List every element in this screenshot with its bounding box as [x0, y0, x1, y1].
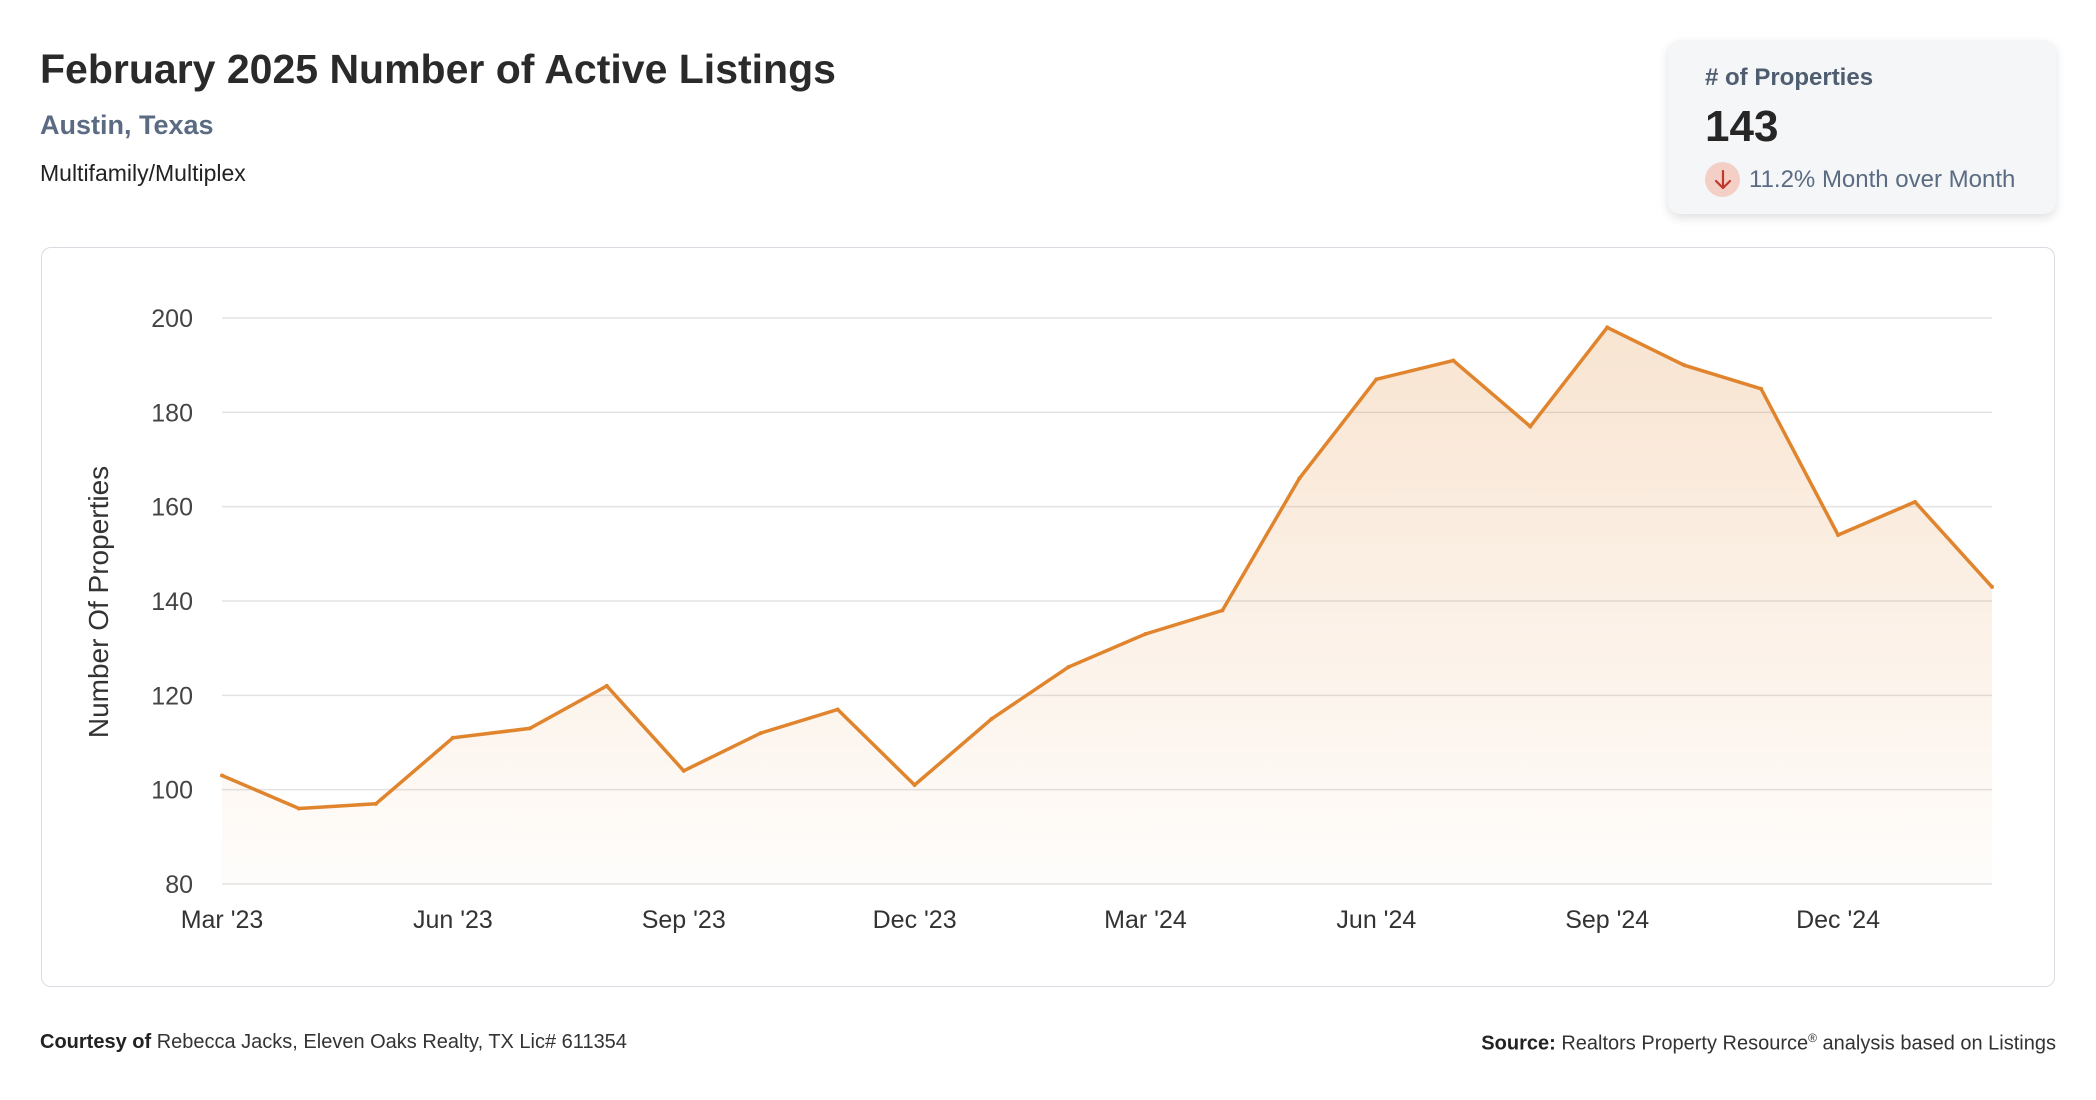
kpi-change-text: 11.2% Month over Month [1749, 165, 2016, 193]
data-point-dec-23[interactable] [912, 782, 917, 787]
data-point-may-24[interactable] [1297, 476, 1302, 481]
y-tick-label: 140 [151, 588, 193, 616]
page-title: February 2025 Number of Active Listings [40, 46, 836, 92]
y-tick-label: 180 [151, 399, 193, 427]
x-tick-label: Jun '24 [1336, 906, 1416, 934]
data-point-jun-24[interactable] [1374, 377, 1379, 382]
data-point-mar-23[interactable] [220, 773, 224, 778]
area-fill [222, 327, 1992, 884]
data-point-sep-23[interactable] [681, 768, 686, 773]
data-point-feb-25[interactable] [1990, 584, 1994, 589]
data-point-oct-23[interactable] [758, 731, 763, 736]
data-point-apr-23[interactable] [296, 806, 301, 811]
x-tick-label: Sep '23 [642, 906, 726, 934]
data-point-jan-24[interactable] [989, 716, 994, 721]
data-point-aug-23[interactable] [604, 683, 609, 688]
property-type: Multifamily/Multiplex [40, 160, 246, 186]
data-point-jul-23[interactable] [527, 726, 532, 731]
source-text: Realtors Property Resource [1561, 1032, 1809, 1055]
x-tick-label: Jun '23 [413, 906, 493, 934]
y-tick-label: 120 [151, 682, 193, 710]
data-point-nov-23[interactable] [835, 707, 840, 712]
kpi-change: 11.2% Month over Month [1705, 162, 2015, 197]
source-footer: Source: Realtors Property Resource® anal… [1481, 1031, 2056, 1056]
y-tick-label: 200 [151, 305, 193, 333]
y-axis-label: Number Of Properties [83, 466, 114, 738]
data-point-jul-24[interactable] [1451, 358, 1456, 363]
x-tick-label: Dec '24 [1796, 906, 1880, 934]
data-point-mar-24[interactable] [1143, 632, 1148, 637]
chart-container [41, 247, 2055, 987]
y-tick-label: 80 [165, 871, 193, 899]
data-point-sep-24[interactable] [1605, 325, 1610, 330]
data-point-may-23[interactable] [373, 801, 378, 806]
data-point-apr-24[interactable] [1220, 608, 1225, 613]
data-point-dec-24[interactable] [1836, 532, 1841, 537]
x-tick-label: Mar '24 [1104, 906, 1187, 934]
courtesy-text: Rebecca Jacks, Eleven Oaks Realty, TX Li… [156, 1031, 627, 1053]
data-point-nov-24[interactable] [1759, 386, 1764, 391]
data-point-oct-24[interactable] [1682, 363, 1687, 368]
data-point-jun-23[interactable] [450, 735, 455, 740]
kpi-label: # of Properties [1705, 64, 1874, 91]
arrow-down-icon [1705, 162, 1740, 197]
kpi-value: 143 [1705, 102, 1779, 151]
x-tick-label: Mar '23 [181, 906, 264, 934]
data-point-jan-25[interactable] [1913, 499, 1918, 504]
kpi-card: # of Properties 143 11.2% Month over Mon… [1668, 40, 2056, 214]
source-suffix: analysis based on Listings [1822, 1032, 2056, 1055]
y-tick-label: 100 [151, 777, 193, 805]
x-tick-label: Sep '24 [1565, 906, 1649, 934]
data-point-aug-24[interactable] [1528, 424, 1533, 429]
courtesy-label: Courtesy of [40, 1031, 152, 1053]
location-subtitle: Austin, Texas [40, 110, 214, 140]
courtesy-footer: Courtesy of Rebecca Jacks, Eleven Oaks R… [40, 1031, 627, 1054]
registered-mark: ® [1808, 1031, 1817, 1045]
x-tick-label: Dec '23 [873, 906, 957, 934]
data-point-feb-24[interactable] [1066, 665, 1071, 670]
y-tick-label: 160 [151, 494, 193, 522]
series-line [221, 325, 1994, 811]
source-label: Source: [1481, 1032, 1556, 1055]
